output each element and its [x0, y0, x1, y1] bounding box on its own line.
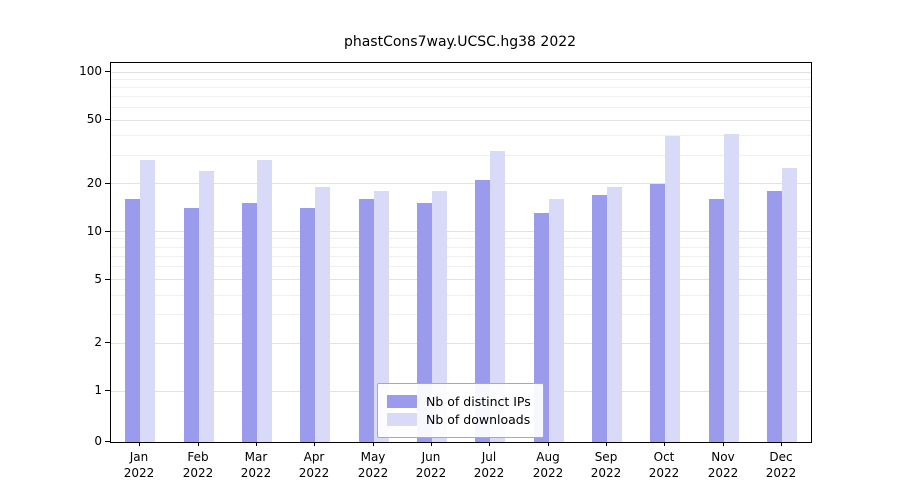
- x-tick-label: Sep 2022: [590, 450, 622, 480]
- bar-distinct-ips: [417, 203, 432, 442]
- x-tick-mark: [314, 442, 315, 446]
- gridline: [111, 238, 811, 240]
- bar-downloads: [782, 168, 797, 442]
- x-tick-mark: [139, 442, 140, 446]
- y-tick-label: 2: [94, 334, 102, 349]
- x-tick-label: Jun 2022: [415, 450, 447, 480]
- legend-label-downloads: Nb of downloads: [426, 412, 531, 427]
- x-tick-label: Oct 2022: [648, 450, 680, 480]
- x-tick-label: Mar 2022: [240, 450, 272, 480]
- legend-swatch-distinct-ips: [387, 395, 417, 408]
- bar-distinct-ips: [767, 191, 782, 442]
- y-tick-label: 1: [94, 383, 102, 397]
- x-tick-mark: [373, 442, 374, 446]
- gridline: [111, 106, 811, 108]
- bar-downloads: [140, 160, 155, 442]
- y-tick-label: 20: [86, 175, 102, 190]
- gridline: [111, 294, 811, 296]
- x-tick-mark: [723, 442, 724, 446]
- plot-area: Nb of distinct IPs Nb of downloads: [110, 62, 812, 443]
- gridline: [111, 342, 811, 344]
- gridline: [111, 87, 811, 89]
- gridline: [111, 71, 811, 73]
- bar-downloads: [315, 187, 330, 442]
- bar-distinct-ips: [475, 180, 490, 442]
- y-tick-label: 5: [94, 271, 102, 286]
- gridline: [111, 255, 811, 257]
- y-tick-mark: [105, 390, 110, 391]
- bar-distinct-ips: [650, 184, 665, 442]
- legend-item-downloads: Nb of downloads: [387, 412, 531, 427]
- x-tick-label: May 2022: [357, 450, 389, 480]
- y-tick-mark: [105, 230, 110, 232]
- bar-downloads: [549, 199, 564, 442]
- bar-downloads: [490, 151, 505, 442]
- x-tick-mark: [256, 442, 257, 446]
- x-tick-label: Aug 2022: [532, 450, 564, 480]
- gridline: [111, 183, 811, 185]
- y-tick-mark: [105, 341, 110, 343]
- x-tick-mark: [781, 442, 782, 446]
- bar-distinct-ips: [592, 195, 607, 442]
- y-tick-label: 10: [86, 223, 102, 238]
- bar-distinct-ips: [242, 203, 257, 442]
- gridline: [111, 96, 811, 98]
- legend: Nb of distinct IPs Nb of downloads: [377, 383, 544, 438]
- y-tick-label: 100: [79, 64, 102, 79]
- y-tick-label: 0: [94, 434, 102, 448]
- y-tick-mark: [105, 119, 110, 121]
- bar-distinct-ips: [125, 199, 140, 442]
- x-tick-label: Dec 2022: [765, 450, 797, 480]
- x-tick-mark: [431, 442, 432, 446]
- x-tick-label: Nov 2022: [707, 450, 739, 480]
- bar-distinct-ips: [359, 199, 374, 442]
- gridline: [111, 135, 811, 137]
- gridline: [111, 154, 811, 156]
- gridline: [111, 266, 811, 268]
- legend-swatch-downloads: [387, 413, 417, 426]
- gridline: [111, 314, 811, 316]
- legend-item-distinct-ips: Nb of distinct IPs: [387, 394, 531, 409]
- bar-downloads: [665, 136, 680, 442]
- gridline: [111, 246, 811, 248]
- bar-downloads: [257, 160, 272, 442]
- bar-downloads: [374, 191, 389, 442]
- bar-distinct-ips: [184, 208, 199, 442]
- bar-downloads: [199, 171, 214, 442]
- gridline: [111, 279, 811, 281]
- bar-distinct-ips: [709, 199, 724, 442]
- x-tick-mark: [664, 442, 665, 446]
- x-tick-label: Apr 2022: [298, 450, 330, 480]
- y-tick-mark: [105, 71, 110, 73]
- y-tick-mark: [105, 441, 110, 442]
- x-tick-label: Feb 2022: [182, 450, 214, 480]
- gridline: [111, 78, 811, 80]
- x-tick-mark: [198, 442, 199, 446]
- x-tick-label: Jul 2022: [473, 450, 505, 480]
- x-tick-mark: [489, 442, 490, 446]
- bar-distinct-ips: [300, 208, 315, 442]
- legend-label-distinct-ips: Nb of distinct IPs: [426, 394, 531, 409]
- bar-downloads: [724, 134, 739, 442]
- y-tick-label: 50: [86, 112, 102, 127]
- bar-downloads: [607, 187, 622, 442]
- x-tick-mark: [548, 442, 549, 446]
- x-tick-mark: [606, 442, 607, 446]
- y-tick-mark: [105, 278, 110, 280]
- bar-downloads: [432, 191, 447, 442]
- chart-title: phastCons7way.UCSC.hg38 2022: [343, 34, 577, 50]
- gridline: [111, 119, 811, 121]
- y-tick-mark: [105, 182, 110, 184]
- gridline: [111, 231, 811, 233]
- x-tick-label: Jan 2022: [123, 450, 155, 480]
